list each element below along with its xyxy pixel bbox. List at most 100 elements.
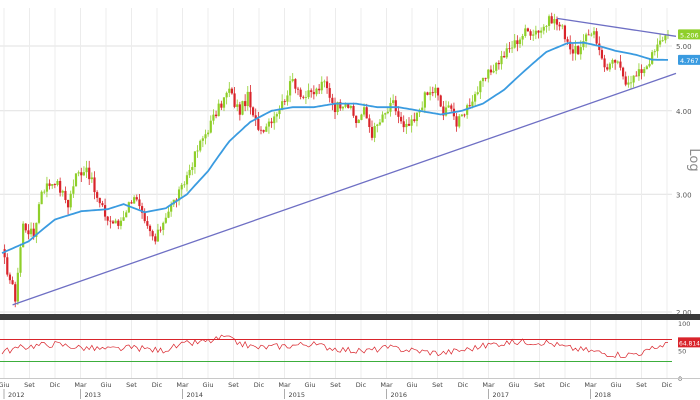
candle-body: [526, 28, 530, 32]
candle-body: [133, 197, 136, 204]
candle-body: [254, 115, 257, 119]
x-tick-label: Giu: [101, 381, 112, 389]
candle-body: [328, 88, 331, 98]
candle-body: [392, 100, 395, 103]
panel-separator: [0, 314, 700, 320]
year-label: 2014: [187, 391, 204, 399]
candle-body: [339, 102, 342, 109]
candle-body: [336, 102, 339, 113]
year-label: 2012: [8, 391, 25, 399]
candle-body: [244, 101, 247, 107]
candle-body: [214, 114, 218, 117]
candle-body: [473, 94, 477, 102]
candle-body: [291, 79, 294, 82]
rsi-tick-label: 50: [678, 348, 686, 356]
candle-body: [479, 81, 482, 93]
candle-body: [521, 36, 524, 40]
candle-body: [397, 111, 400, 117]
candle-body: [344, 103, 347, 107]
candle-body: [355, 115, 358, 124]
candle-body: [27, 230, 30, 235]
candle-body: [294, 79, 297, 89]
candle-body: [516, 40, 519, 45]
candle-body: [347, 103, 350, 108]
candle-body: [331, 97, 334, 103]
candle-body: [466, 105, 469, 115]
candle-body: [444, 107, 448, 116]
candle-body: [90, 177, 93, 180]
candle-body: [587, 34, 590, 36]
candle-body: [545, 25, 548, 27]
candle-body: [302, 96, 305, 98]
candle-body: [109, 220, 112, 222]
candle-body: [32, 228, 35, 237]
candle-body: [29, 228, 33, 235]
candle-body: [82, 172, 86, 176]
candle-body: [658, 40, 662, 45]
candle-body: [111, 221, 115, 224]
candle-body: [656, 44, 659, 52]
year-label: 2016: [391, 391, 408, 399]
candle-body: [386, 111, 389, 114]
candle-body: [201, 138, 204, 141]
candle-body: [220, 103, 223, 108]
candle-body: [162, 222, 165, 230]
candle-body: [468, 105, 471, 107]
candle-body: [661, 40, 664, 42]
candle-body: [310, 90, 313, 92]
last-price-flag-bg: [678, 29, 700, 40]
candle-body: [283, 101, 286, 103]
candle-body: [164, 217, 167, 223]
candle-body: [267, 121, 271, 127]
candle-body: [80, 172, 83, 176]
rsi-tick-label: 100: [678, 320, 690, 328]
x-axis: Giu Set Dic Mar Giu Set Dic Mar Giu Set Dic Mar Giu S…: [0, 378, 700, 399]
candle-body: [365, 107, 368, 119]
candle-body: [611, 59, 614, 64]
candle-body: [114, 220, 117, 224]
y-tick-label: 2.00: [676, 309, 692, 317]
candle-body: [333, 102, 337, 113]
candle-body: [320, 81, 323, 91]
candle-body: [360, 114, 363, 120]
value-flags: 5.206 4.767: [678, 29, 700, 65]
year-label: 2013: [85, 391, 102, 399]
candle-body: [492, 70, 495, 73]
candle-body: [37, 204, 41, 223]
candle-body: [24, 223, 27, 231]
candle-body: [621, 67, 625, 77]
candle-body: [513, 40, 516, 48]
moving-average-line: [1, 41, 668, 254]
candle-body: [170, 204, 173, 212]
candle-body: [590, 34, 593, 36]
candle-body: [286, 95, 289, 102]
candle-body: [233, 93, 236, 107]
candle-body: [130, 202, 133, 204]
candle-body: [582, 41, 585, 48]
candle-body: [378, 122, 382, 125]
candle-body: [370, 127, 374, 138]
candle-body: [640, 69, 643, 74]
x-tick-label: Giu: [407, 381, 418, 389]
candle-body: [484, 77, 487, 79]
log-label: Log: [686, 148, 700, 171]
candle-body: [127, 202, 130, 213]
candle-body: [278, 109, 281, 115]
x-tick-label: Set: [636, 381, 647, 389]
candle-body: [349, 105, 352, 108]
candle-body: [315, 88, 318, 95]
candle-body: [304, 97, 308, 98]
candle-body: [249, 91, 252, 108]
y-tick-label: 3.00: [676, 191, 692, 199]
candle-body: [77, 172, 80, 174]
candle-body: [288, 81, 292, 96]
candle-body: [606, 67, 609, 70]
candle-body: [117, 220, 120, 226]
candle-body: [16, 272, 19, 302]
x-tick-label: Mar: [176, 381, 189, 389]
candle-body: [177, 189, 181, 201]
candle-body: [645, 66, 648, 70]
x-tick-label: Giu: [611, 381, 622, 389]
candle-body: [74, 173, 78, 187]
candle-body: [228, 88, 231, 93]
